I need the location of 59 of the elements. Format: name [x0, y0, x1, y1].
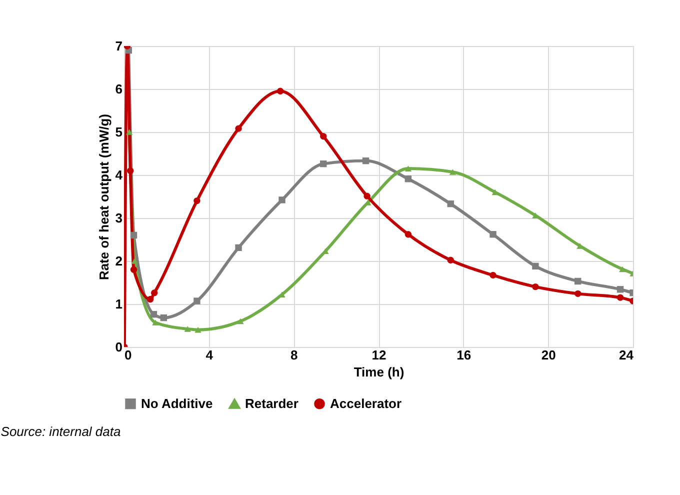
point — [320, 160, 327, 168]
point — [532, 262, 539, 270]
x-tick-label: 0 — [124, 348, 132, 362]
point — [160, 314, 168, 322]
point — [616, 294, 624, 301]
point — [492, 189, 498, 196]
point — [152, 320, 159, 326]
x-tick-label: 12 — [372, 348, 386, 362]
point — [235, 125, 242, 132]
y-tick-label: 6 — [115, 82, 122, 96]
point — [619, 266, 626, 272]
x-tick-label: 4 — [206, 348, 214, 362]
y-tick-label: 2 — [115, 254, 122, 268]
point — [150, 289, 158, 296]
y-tick-label: 5 — [115, 124, 122, 140]
point — [184, 326, 191, 332]
point — [194, 197, 200, 204]
point — [194, 298, 200, 304]
y-axis-title: Rate of heat output (mW/g) — [96, 114, 112, 280]
point — [447, 200, 454, 208]
x-tick-label: 20 — [541, 348, 556, 362]
point — [490, 272, 496, 279]
point — [447, 256, 454, 264]
x-tick-label: 16 — [456, 348, 472, 362]
point — [574, 278, 582, 285]
point — [278, 196, 286, 204]
point — [146, 296, 154, 303]
point — [362, 157, 370, 164]
x-tick-label: 8 — [290, 348, 298, 362]
y-tick-label: 7 — [115, 38, 122, 54]
point — [574, 290, 582, 298]
point — [150, 310, 158, 318]
point — [127, 167, 134, 174]
point — [235, 244, 242, 252]
point — [130, 266, 138, 273]
point — [364, 192, 370, 200]
point — [404, 230, 412, 238]
point — [616, 286, 624, 293]
point — [126, 129, 133, 135]
y-tick-label: 4 — [115, 168, 124, 182]
point — [532, 283, 539, 290]
y-tick-label: 1 — [115, 296, 122, 312]
point — [194, 326, 202, 333]
point — [276, 88, 284, 94]
x-axis-title: Time (h) — [354, 364, 404, 380]
point — [490, 230, 496, 238]
point — [449, 169, 456, 175]
point — [131, 258, 138, 264]
legend-label: Accelerator — [330, 396, 402, 411]
point — [404, 166, 412, 172]
point — [320, 132, 327, 140]
point — [404, 176, 412, 182]
x-tick-label: 24 — [619, 348, 634, 362]
legend-label: No Additive — [141, 396, 213, 411]
y-tick-label: 3 — [115, 210, 122, 226]
legend-label: Retarder — [245, 396, 298, 412]
point — [130, 232, 138, 239]
point — [237, 318, 244, 324]
source-note: Source: internal data — [0, 424, 121, 439]
